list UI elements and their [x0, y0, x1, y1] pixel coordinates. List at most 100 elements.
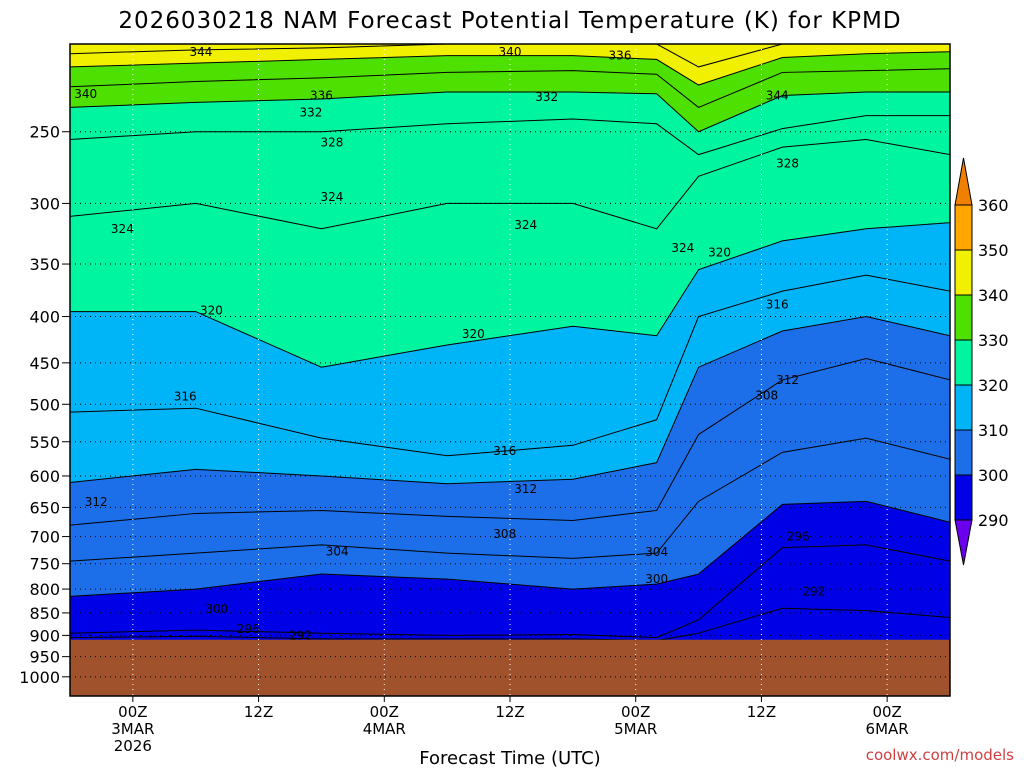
contour-label: 320 — [200, 304, 223, 318]
theta-band-300-304 — [70, 438, 950, 597]
colorbar-segment — [954, 339, 973, 386]
y-tick-label: 950 — [29, 648, 60, 667]
ground-below-surface — [70, 639, 950, 696]
theta-band-292-296 — [70, 544, 950, 641]
colorbar-tick-label: 350 — [978, 241, 1009, 260]
colorbar-segment — [954, 294, 973, 341]
contour-label: 332 — [535, 90, 558, 104]
isentrope-328 — [70, 115, 950, 156]
grid-lines — [70, 44, 950, 696]
contour-label: 304 — [326, 544, 349, 558]
isentrope-296 — [70, 544, 950, 639]
contour-label: 324 — [111, 222, 134, 236]
isentrope-316 — [70, 274, 950, 457]
x-tick-label: 12Z — [495, 703, 524, 721]
contour-label: 344 — [766, 89, 789, 103]
colorbar-tick-label: 310 — [978, 421, 1009, 440]
y-tick-label: 700 — [29, 528, 60, 547]
theta-band-304-308 — [70, 358, 950, 562]
theta-band-340-344 — [70, 44, 950, 86]
contour-label: 300 — [645, 572, 668, 586]
x-tick-label: 00Z — [621, 703, 650, 721]
y-tick-label: 450 — [29, 354, 60, 373]
y-axis-ticks: 250 300 350 400 450 500 550 600 650 700 750 800 850 9… — [19, 123, 70, 687]
isentrope-340 — [70, 51, 950, 86]
colorbar-segment — [954, 429, 973, 476]
contour-label: 340 — [499, 45, 522, 59]
contour-label: 316 — [493, 444, 516, 458]
colorbar-segment — [954, 384, 973, 431]
isentrope-300 — [70, 500, 950, 597]
y-tick-label: 750 — [29, 555, 60, 574]
contour-label: 328 — [320, 136, 343, 150]
isentrope-308 — [70, 357, 950, 526]
colorbar-segment — [954, 204, 973, 251]
colorbar: 360 350 340 330 320 310 300 290 — [954, 157, 1009, 566]
theta-band-336-340 — [70, 51, 950, 108]
contour-labels: 344 340 340 336 336 332 332 344 328 328 324 324 324 3… — [74, 45, 825, 643]
y-tick-label: 850 — [29, 604, 60, 623]
contour-label: 296 — [237, 622, 260, 636]
contour-label: 340 — [74, 87, 97, 101]
colorbar-tick-label: 330 — [978, 331, 1009, 350]
contour-label: 328 — [776, 156, 799, 170]
contour-label: 300 — [205, 602, 228, 616]
contour-label: 292 — [802, 585, 825, 599]
y-tick-label: 600 — [29, 467, 60, 486]
isentrope-292 — [70, 607, 950, 642]
credit-text: coolwx.com/models — [866, 746, 1014, 764]
theta-band-308-312 — [70, 316, 950, 526]
colorbar-segment — [954, 474, 973, 521]
y-tick-label: 650 — [29, 498, 60, 517]
contour-label: 316 — [174, 389, 197, 403]
contour-label: 336 — [609, 49, 632, 63]
contour-label: 304 — [645, 545, 668, 559]
contour-label: 344 — [189, 45, 212, 59]
theta-band-328-332 — [70, 92, 950, 155]
isentrope-344 — [70, 44, 804, 68]
x-tick-label: 6MAR — [866, 720, 909, 738]
y-tick-label: 550 — [29, 433, 60, 452]
contour-label: 316 — [766, 298, 789, 312]
chart-title: 2026030218 NAM Forecast Potential Temper… — [118, 8, 901, 34]
x-axis-label: Forecast Time (UTC) — [419, 748, 600, 768]
contour-label: 324 — [671, 241, 694, 255]
y-tick-label: 300 — [29, 194, 60, 213]
x-tick-label: 00Z — [370, 703, 399, 721]
y-tick-label: 400 — [29, 308, 60, 327]
contour-label: 296 — [787, 530, 810, 544]
colorbar-tick-label: 290 — [978, 511, 1009, 530]
isentrope-324 — [70, 139, 950, 230]
y-tick-label: 1000 — [19, 668, 60, 687]
y-tick-label: 500 — [29, 395, 60, 414]
colorbar-top-arrow — [954, 157, 973, 206]
y-tick-label: 350 — [29, 255, 60, 274]
contour-label: 312 — [85, 495, 108, 509]
isentrope-312 — [70, 316, 950, 485]
colorbar-tick-label: 340 — [978, 286, 1009, 305]
colorbar-bottom-arrow — [954, 519, 973, 566]
theta-band-296-300 — [70, 501, 950, 638]
y-tick-label: 800 — [29, 580, 60, 599]
theta-band-324-328 — [70, 115, 950, 229]
colorbar-tick-label: 300 — [978, 466, 1009, 485]
x-tick-label: 00Z — [872, 703, 901, 721]
x-tick-label: 5MAR — [614, 720, 657, 738]
theta-band-312-316 — [70, 275, 950, 484]
colorbar-tick-label: 360 — [978, 196, 1009, 215]
contour-label: 324 — [514, 218, 537, 232]
theta-band-332-336 — [70, 68, 950, 132]
x-tick-label: 12Z — [244, 703, 273, 721]
contour-label: 292 — [289, 628, 312, 642]
contour-label: 332 — [299, 105, 322, 119]
contour-label: 320 — [708, 246, 731, 260]
y-tick-label: 250 — [29, 123, 60, 142]
contour-label: 324 — [320, 190, 343, 204]
theta-band-above-344 — [70, 44, 783, 67]
x-tick-label: 4MAR — [363, 720, 406, 738]
contour-label: 336 — [310, 89, 333, 103]
contour-label: 312 — [776, 373, 799, 387]
isentrope-304 — [70, 437, 950, 562]
